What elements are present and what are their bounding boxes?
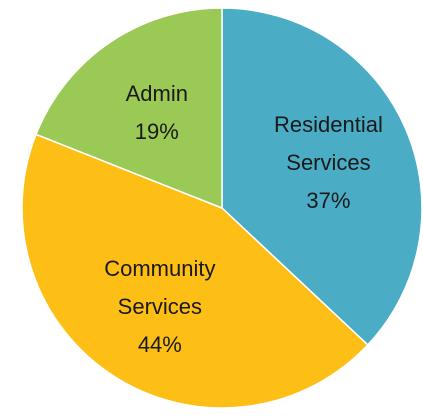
slice-percent-label: 19%: [135, 119, 179, 144]
pie-slice-residential-services: [221, 7, 423, 346]
slice-label-community-services: Community Services 44%: [104, 256, 215, 357]
slice-name-line: Admin: [126, 81, 188, 106]
slice-percent-label: 37%: [306, 188, 350, 213]
slice-name-line: Services: [118, 294, 202, 319]
slice-percent-label: 44%: [138, 332, 182, 357]
slice-name-line: Residential: [274, 112, 383, 137]
slice-name-line: Services: [286, 150, 370, 175]
slice-label-admin: Admin 19%: [126, 81, 188, 144]
labels-layer: Residential Services 37% Community Services 4…: [104, 81, 383, 357]
slice-name-line: Community: [104, 256, 215, 281]
pie-slice-community-services: [21, 133, 369, 409]
pie-slice-admin: [35, 7, 223, 210]
slice-label-residential-services: Residential Services 37%: [274, 112, 383, 213]
slices-layer: [21, 7, 423, 409]
